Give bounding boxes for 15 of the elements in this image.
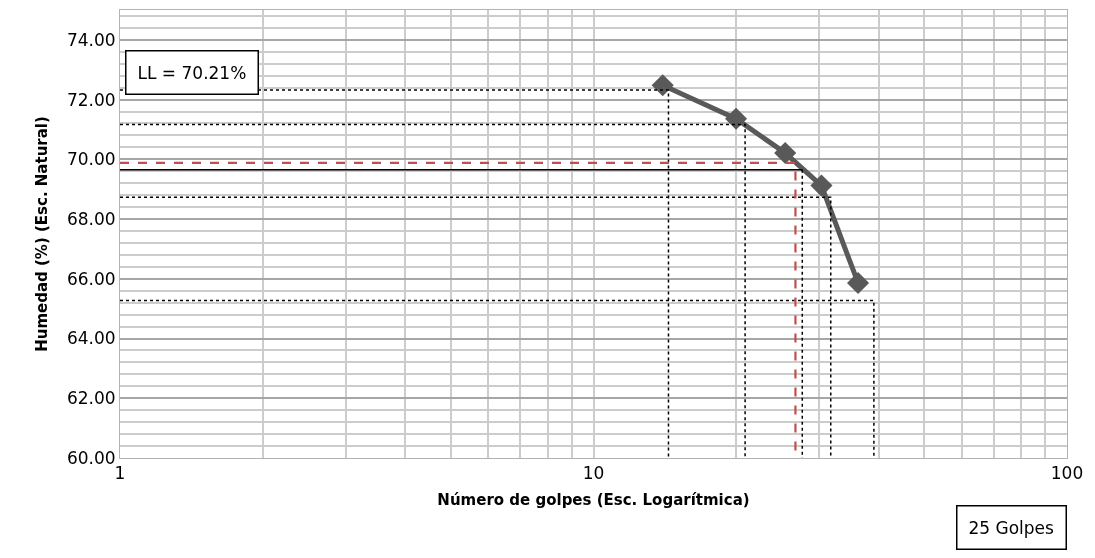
annotation: LL = 70.21% [137,62,247,83]
y-tick-label: 64.00 [66,328,116,349]
x-tick-label: 10 [582,463,605,484]
y-tick-label: 68.00 [66,209,116,230]
y-tick-label: 74.00 [66,29,116,50]
x-tick-label: 1 [114,463,126,484]
x-tick-label: 100 [1050,463,1084,484]
y-tick-label: 60.00 [66,447,116,468]
y-tick-label: 70.00 [66,149,116,170]
x-axis-title: Número de golpes (Esc. Logarítmica) [437,491,750,510]
y-axis-title: Humedad (%) (Esc. Natural) [33,116,52,352]
y-tick-label: 66.00 [66,268,116,289]
y-tick-label: 72.00 [66,89,116,110]
text: 25 Golpes [968,517,1055,538]
y-tick-label: 62.00 [66,388,116,409]
